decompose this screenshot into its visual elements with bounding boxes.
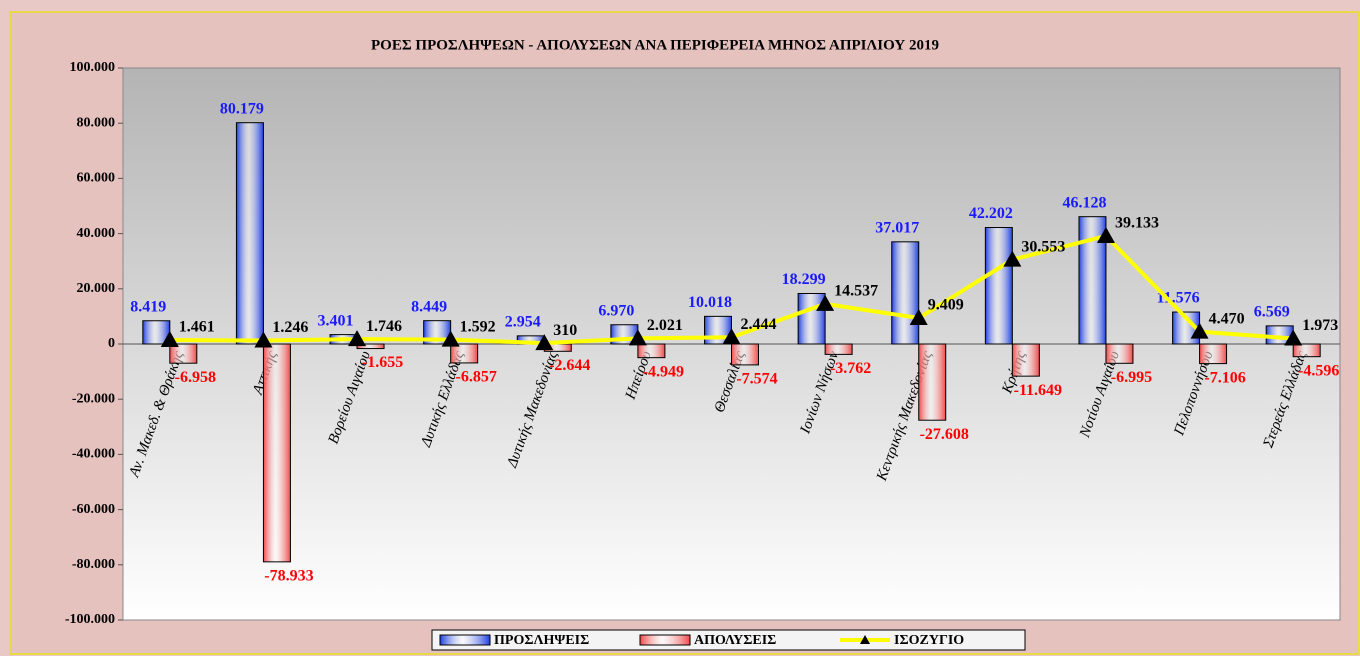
value-label: 3.401 — [318, 312, 354, 329]
line-marker — [254, 331, 273, 348]
y-tick-label: 100.000 — [70, 60, 116, 75]
value-label: -4.949 — [643, 363, 684, 380]
y-tick-label: 80.000 — [77, 115, 116, 130]
bar — [731, 343, 759, 366]
y-tick-label: 60.000 — [77, 171, 116, 186]
value-label: 39.133 — [1115, 215, 1159, 232]
bar — [918, 343, 947, 421]
legend-label: ΙΣΟΖΥΓΙΟ — [894, 633, 964, 648]
value-label: 14.537 — [834, 283, 878, 300]
value-label: 1.461 — [179, 319, 215, 336]
bar — [262, 343, 291, 563]
line-marker — [441, 330, 460, 347]
value-label: 6.970 — [598, 302, 634, 319]
bar — [169, 343, 198, 364]
line-marker — [1096, 226, 1115, 243]
value-label: -3.762 — [830, 360, 871, 377]
value-label: -78.933 — [264, 568, 313, 585]
value-label: -7.106 — [1204, 369, 1245, 386]
bar — [1199, 343, 1228, 365]
y-tick-label: 0 — [108, 336, 115, 351]
value-label: 1.973 — [1302, 317, 1338, 334]
value-label: 2.954 — [505, 314, 541, 331]
line-marker — [816, 294, 835, 311]
value-label: -2.644 — [549, 357, 590, 374]
legend: ΠΡΟΣΛΗΨΕΙΣ ΑΠΟΛΥΣΕΙΣ ΙΣΟΖΥΓΙΟ — [431, 629, 1026, 651]
bar — [984, 227, 1013, 345]
line-marker — [160, 330, 179, 347]
line-marker — [1003, 250, 1022, 267]
value-label: -6.958 — [175, 369, 216, 386]
value-label: -27.608 — [920, 426, 969, 443]
y-tick-label: 20.000 — [77, 281, 116, 296]
value-label: 11.576 — [1157, 290, 1200, 307]
chart-title: ΡΟΕΣ ΠΡΟΣΛΗΨΕΩΝ - ΑΠΟΛΥΣΕΩΝ ΑΝΑ ΠΕΡΙΦΕΡΕ… — [371, 37, 939, 53]
value-label: 2.444 — [741, 316, 777, 333]
legend-label: ΑΠΟΛΥΣΕΙΣ — [694, 633, 776, 648]
y-tick-label: -40.000 — [72, 447, 115, 462]
legend-swatch — [639, 634, 691, 646]
value-label: 18.299 — [782, 271, 826, 288]
bar — [797, 292, 826, 345]
legend-box — [431, 629, 1026, 651]
value-label: 6.569 — [1254, 304, 1290, 321]
value-label: 80.179 — [220, 100, 264, 117]
legend-swatch — [439, 634, 491, 646]
y-tick-label: -20.000 — [72, 391, 115, 406]
value-label: 30.553 — [1021, 238, 1065, 255]
y-tick-label: -60.000 — [72, 502, 115, 517]
value-label: 2.021 — [647, 317, 683, 334]
bar — [1292, 343, 1321, 358]
line-marker — [909, 309, 928, 326]
line-marker — [722, 328, 741, 345]
line-marker — [1284, 329, 1303, 346]
value-label: -6.857 — [455, 369, 496, 386]
value-label: 8.449 — [411, 298, 447, 315]
value-label: 8.419 — [130, 298, 166, 315]
bar — [891, 241, 920, 345]
value-label: -1.655 — [362, 354, 403, 371]
value-label: 4.470 — [1209, 310, 1245, 327]
value-label: 37.017 — [875, 220, 919, 237]
line-marker — [535, 334, 554, 351]
y-tick-label: 40.000 — [77, 226, 116, 241]
value-label: 1.246 — [272, 319, 308, 336]
bar — [637, 343, 666, 359]
legend-label: ΠΡΟΣΛΗΨΕΙΣ — [494, 633, 589, 648]
line-marker — [348, 330, 367, 347]
value-label: -11.649 — [1014, 382, 1062, 399]
bar — [1011, 343, 1040, 377]
value-label: -6.995 — [1111, 369, 1152, 386]
value-label: 10.018 — [688, 294, 732, 311]
y-tick-label: -80.000 — [72, 557, 115, 572]
value-label: 42.202 — [969, 205, 1013, 222]
value-label: 9.409 — [928, 297, 964, 314]
bar — [824, 343, 853, 355]
bar — [1105, 343, 1134, 364]
value-label: 1.746 — [366, 318, 402, 335]
value-label: 1.592 — [460, 318, 496, 335]
line-marker — [628, 329, 647, 346]
line-marker — [1190, 322, 1209, 339]
value-label: -7.574 — [736, 371, 777, 388]
bar — [235, 122, 264, 345]
legend-marker — [860, 635, 870, 644]
value-label: 46.128 — [1062, 194, 1106, 211]
value-label: 310 — [553, 322, 577, 339]
value-label: -4.596 — [1298, 362, 1339, 379]
y-tick-label: -100.000 — [65, 612, 115, 627]
bar — [356, 343, 385, 350]
bar — [450, 343, 479, 364]
